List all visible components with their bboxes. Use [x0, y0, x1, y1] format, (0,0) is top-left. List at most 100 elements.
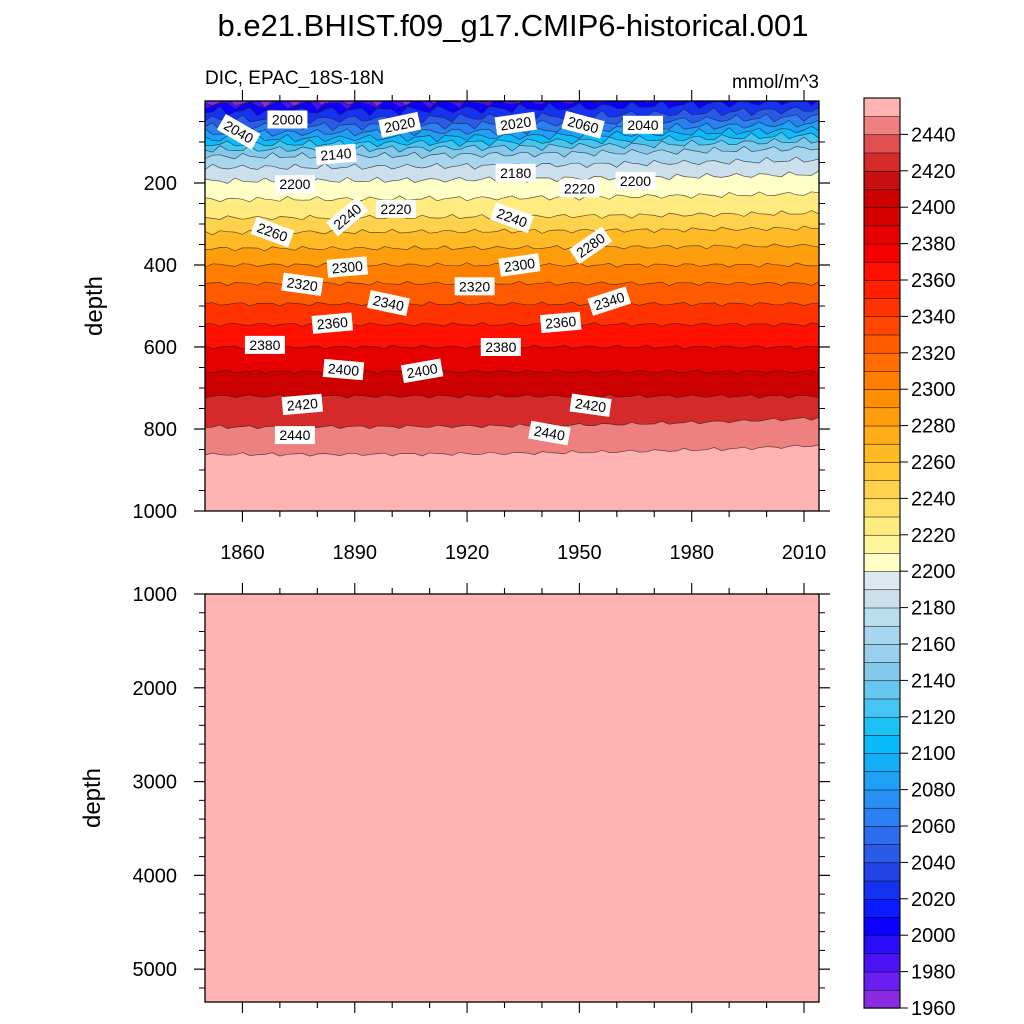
x-tick-label: 1890	[333, 542, 378, 564]
colorbar-cell	[863, 589, 901, 609]
colorbar-cell	[863, 971, 901, 991]
contour-label: 2400	[400, 358, 444, 384]
colorbar-cell	[863, 516, 901, 536]
colorbar: 2440 2420 2400 2380 2360 2340 2320 2300 2280 2260…	[863, 97, 956, 1020]
contour-label-text: 2200	[279, 176, 310, 192]
contour-line-2000	[205, 101, 760, 111]
plot-frame	[204, 593, 820, 1003]
colorbar-cell	[863, 880, 901, 900]
colorbar-cell	[863, 225, 901, 245]
colorbar-label: 2040	[911, 852, 956, 874]
contour-label-box	[569, 226, 613, 265]
contour-line-2340	[205, 301, 819, 307]
colorbar-cell	[863, 680, 901, 700]
contour-label-box	[311, 312, 354, 334]
colorbar-cell	[863, 989, 901, 1009]
colorbar-cell	[863, 370, 901, 390]
colorbar-label: 2020	[911, 889, 956, 911]
colorbar-cell	[863, 407, 901, 427]
colorbar-cell	[863, 261, 901, 281]
contour-label-box	[495, 163, 536, 182]
y-tick-label: 3000	[133, 772, 178, 794]
colorbar-label: 2180	[911, 598, 956, 620]
colorbar-cell	[863, 789, 901, 809]
contour-label-text: 2180	[500, 165, 531, 181]
colorbar-label: 2060	[911, 816, 956, 838]
colorbar-label: 2080	[911, 780, 956, 802]
colorbar-label: 2260	[911, 452, 956, 474]
contour-label-box	[498, 253, 541, 277]
contour-label: 2380	[244, 335, 285, 354]
colorbar-cell	[863, 316, 901, 336]
contour-label-box	[490, 202, 534, 234]
contour-label-text: 2360	[544, 313, 577, 332]
contour-label-box	[623, 115, 663, 134]
contour-label: 2040	[623, 115, 663, 134]
colorbar-cell	[863, 734, 901, 754]
colorbar-label: 2200	[911, 561, 956, 583]
colorbar-cell	[863, 552, 901, 572]
colorbar-cell	[863, 752, 901, 773]
x-tick-label: 1920	[445, 542, 490, 564]
colorbar-cell	[863, 661, 901, 682]
contour-label-text: 2340	[372, 292, 406, 314]
contour-label-box	[375, 199, 416, 218]
contour-label-text: 2200	[620, 173, 651, 189]
contour-label-box	[267, 110, 308, 129]
contour-line-2360	[205, 321, 819, 327]
colorbar-cell	[863, 843, 901, 864]
colorbar-cell	[863, 461, 901, 481]
y-tick-label: 4000	[133, 865, 178, 887]
contour-label: 2020	[378, 111, 422, 138]
contour-label: 2300	[326, 256, 369, 278]
y-tick-label: 200	[144, 173, 177, 195]
colorbar-cell	[863, 716, 901, 736]
contour-label-text: 2220	[564, 180, 595, 196]
y-tick-label: 5000	[133, 959, 178, 981]
contour-label-box	[561, 110, 605, 139]
colorbar-label: 2340	[911, 306, 956, 328]
colorbar-label: 1960	[911, 998, 956, 1020]
contour-label-box	[615, 171, 656, 190]
colorbar-label: 2420	[911, 161, 956, 183]
subtitle-right: mmol/m^3	[732, 72, 819, 93]
contour-label-box	[539, 311, 582, 334]
contour-label: 2320	[281, 272, 324, 296]
colorbar-cell	[863, 916, 901, 936]
contour-label: 2000	[267, 110, 308, 129]
colorbar-frame	[863, 97, 901, 1009]
contour-label: 2220	[559, 179, 600, 198]
contour-label-box	[274, 175, 315, 194]
colorbar-label: 2140	[911, 670, 956, 692]
colorbar-cell	[863, 643, 901, 663]
contour-label-box	[587, 286, 632, 316]
colorbar-cell	[863, 771, 901, 791]
contour-label: 2060	[561, 110, 605, 139]
colorbar-cell	[863, 388, 901, 409]
contour-label-text: 2220	[380, 201, 411, 217]
x-tick-label: 1980	[669, 542, 714, 564]
colorbar-cell	[863, 498, 901, 518]
colorbar-label: 2380	[911, 234, 956, 256]
contour-label-box	[559, 179, 600, 198]
contour-label-box	[480, 338, 521, 356]
colorbar-label: 2240	[911, 488, 956, 510]
contour-label-text: 2380	[249, 337, 280, 353]
colorbar-cell	[863, 479, 901, 500]
colorbar-label: 2360	[911, 270, 956, 292]
contour-label-box	[400, 358, 444, 384]
contour-label-text: 2360	[316, 314, 349, 333]
colorbar-label: 2280	[911, 416, 956, 438]
colorbar-cell	[863, 352, 901, 372]
colorbar-label: 1980	[911, 962, 956, 984]
colorbar-cell	[863, 334, 901, 354]
colorbar-cell	[863, 534, 901, 554]
colorbar-cell	[863, 134, 901, 154]
contour-label: 2220	[375, 199, 416, 218]
contour-label: 2380	[480, 338, 521, 356]
contour-label: 2200	[274, 175, 315, 194]
contour-label-text: 2140	[320, 145, 353, 164]
x-tick-label: 1950	[557, 542, 602, 564]
contour-label-box	[528, 420, 571, 446]
